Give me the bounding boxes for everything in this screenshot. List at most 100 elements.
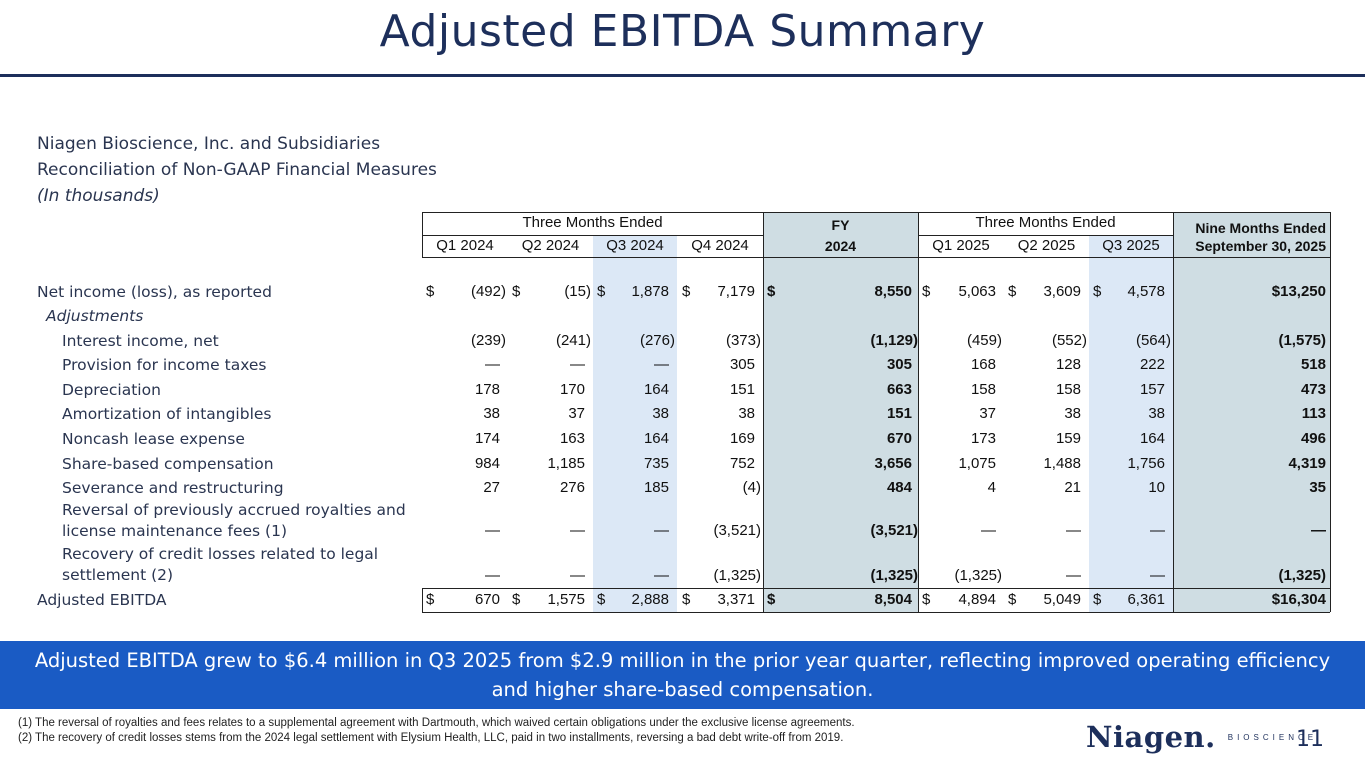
page-number: 11 bbox=[1296, 727, 1324, 752]
currency-symbol: $ bbox=[597, 283, 606, 300]
cell-severance-q3-2025: 10 bbox=[1148, 479, 1165, 496]
cell-amortization-q1-2024: 38 bbox=[483, 405, 500, 422]
currency-symbol: $ bbox=[426, 591, 435, 608]
cell-ebitda-q4-2024: 3,371 bbox=[717, 591, 755, 608]
company-name: Niagen Bioscience, Inc. and Subsidiaries bbox=[37, 134, 381, 154]
cell-ebitda-q1-2025: 4,894 bbox=[958, 591, 996, 608]
total-row-top-border bbox=[422, 588, 1330, 589]
currency-symbol: $ bbox=[682, 591, 691, 608]
header-fy-year: 2024 bbox=[824, 238, 857, 254]
header-top-border bbox=[422, 212, 1330, 213]
row-label-credit-loss-recovery: Recovery of credit losses related to leg… bbox=[62, 545, 379, 584]
row-label-severance: Severance and restructuring bbox=[62, 479, 284, 497]
total-row-left-border bbox=[422, 588, 423, 612]
col-header-q2-2025: Q2 2025 bbox=[1017, 237, 1076, 254]
cell-credit-q2-2024: — bbox=[570, 567, 585, 584]
row-label-amortization: Amortization of intangibles bbox=[62, 405, 272, 423]
cell-sbc-fy-2024: 3,656 bbox=[874, 455, 912, 472]
cell-depreciation-fy-2024: 663 bbox=[886, 381, 912, 398]
logo-subtitle: BIOSCIENCE bbox=[1227, 733, 1318, 742]
row-label-share-based-comp: Share-based compensation bbox=[62, 455, 274, 473]
cell-amortization-fy-2024: 151 bbox=[886, 405, 912, 422]
q3-2024-highlight bbox=[593, 235, 677, 612]
row-label-depreciation: Depreciation bbox=[62, 381, 161, 399]
cell-ebitda-q2-2025: 5,049 bbox=[1043, 591, 1081, 608]
cell-taxes-q3-2024: — bbox=[654, 356, 669, 373]
cell-credit-q3-2024: — bbox=[654, 567, 669, 584]
cell-sbc-q1-2024: 984 bbox=[474, 455, 500, 472]
cell-interest-q4-2024: (373) bbox=[725, 332, 761, 349]
cell-lease-q1-2024: 174 bbox=[474, 430, 500, 447]
cell-interest-q2-2024: (241) bbox=[555, 332, 591, 349]
cell-royalty-q3-2024: — bbox=[654, 522, 669, 539]
cell-sbc-q4-2024: 752 bbox=[729, 455, 755, 472]
header-fy: FY bbox=[831, 217, 850, 233]
title-divider bbox=[0, 74, 1365, 77]
col-header-q3-2025: Q3 2025 bbox=[1102, 237, 1160, 254]
cell-severance-q2-2024: 276 bbox=[559, 479, 585, 496]
cell-amortization-q3-2024: 38 bbox=[652, 405, 669, 422]
report-subtitle: Reconciliation of Non-GAAP Financial Mea… bbox=[37, 160, 437, 180]
cell-net-income-q1-2024: (492) bbox=[470, 283, 506, 300]
cell-taxes-q4-2024: 305 bbox=[729, 356, 755, 373]
niagen-logo: Niagen. BIOSCIENCE bbox=[1086, 720, 1317, 756]
q3-2025-highlight bbox=[1089, 235, 1173, 612]
cell-ebitda-fy-2024: 8,504 bbox=[874, 591, 912, 608]
cell-taxes-q2-2024: — bbox=[570, 356, 585, 373]
cell-net-income-q2-2025: 3,609 bbox=[1043, 283, 1081, 300]
currency-symbol: $ bbox=[1093, 283, 1102, 300]
row-label-royalty-reversal: Reversal of previously accrued royalties… bbox=[62, 501, 406, 540]
cell-credit-nine-months: (1,325) bbox=[1278, 567, 1326, 584]
cell-lease-nine-months: 496 bbox=[1300, 430, 1326, 447]
row-label-net-income: Net income (loss), as reported bbox=[37, 283, 272, 301]
header-nine-months: Nine Months Ended bbox=[1195, 220, 1326, 236]
cell-depreciation-q3-2025: 157 bbox=[1139, 381, 1165, 398]
cell-royalty-fy-2024: (3,521) bbox=[870, 522, 918, 539]
cell-depreciation-q1-2025: 158 bbox=[970, 381, 996, 398]
cell-depreciation-q2-2024: 170 bbox=[559, 381, 585, 398]
row-label-interest-income: Interest income, net bbox=[62, 332, 219, 350]
cell-amortization-q2-2025: 38 bbox=[1064, 405, 1081, 422]
logo-wordmark: Niagen. bbox=[1086, 720, 1216, 754]
row-label-adjustments: Adjustments bbox=[46, 307, 144, 325]
cell-severance-q1-2025: 4 bbox=[987, 479, 996, 496]
currency-symbol: $ bbox=[597, 591, 606, 608]
currency-symbol: $ bbox=[512, 591, 521, 608]
header-three-months-2025: Three Months Ended bbox=[975, 214, 1116, 231]
cell-sbc-q2-2025: 1,488 bbox=[1043, 455, 1081, 472]
cell-royalty-q4-2024: (3,521) bbox=[713, 522, 761, 539]
cell-sbc-q3-2024: 735 bbox=[643, 455, 669, 472]
cell-amortization-q1-2025: 37 bbox=[979, 405, 996, 422]
col-header-q2-2024: Q2 2024 bbox=[521, 237, 580, 254]
cell-royalty-q1-2025: — bbox=[981, 522, 996, 539]
cell-credit-q1-2024: — bbox=[485, 567, 500, 584]
cell-taxes-q1-2025: 168 bbox=[970, 356, 996, 373]
col-header-q4-2024: Q4 2024 bbox=[691, 237, 749, 254]
cell-royalty-q3-2025: — bbox=[1150, 522, 1165, 539]
cell-credit-q2-2025: — bbox=[1066, 567, 1081, 584]
cell-sbc-q1-2025: 1,075 bbox=[958, 455, 996, 472]
cell-depreciation-q3-2024: 164 bbox=[643, 381, 669, 398]
cell-interest-q3-2025: (564) bbox=[1135, 332, 1171, 349]
cell-amortization-nine-months: 113 bbox=[1301, 405, 1326, 422]
cell-net-income-q3-2024: 1,878 bbox=[631, 283, 669, 300]
cell-depreciation-q4-2024: 151 bbox=[729, 381, 755, 398]
cell-severance-q1-2024: 27 bbox=[483, 479, 500, 496]
cell-lease-fy-2024: 670 bbox=[886, 430, 912, 447]
summary-banner: Adjusted EBITDA grew to $6.4 million in … bbox=[0, 641, 1365, 709]
cell-depreciation-nine-months: 473 bbox=[1300, 381, 1326, 398]
row-label-noncash-lease: Noncash lease expense bbox=[62, 430, 245, 448]
fy-right-border bbox=[918, 212, 919, 612]
fy-2024-shading bbox=[763, 212, 918, 612]
header-mid-border-2025 bbox=[918, 235, 1173, 236]
cell-severance-q4-2024: (4) bbox=[742, 479, 761, 496]
page-title: Adjusted EBITDA Summary bbox=[379, 6, 986, 57]
cell-taxes-q2-2025: 128 bbox=[1055, 356, 1081, 373]
col-header-q3-2024: Q3 2024 bbox=[606, 237, 664, 254]
cell-severance-nine-months: 35 bbox=[1309, 479, 1326, 496]
table-right-border bbox=[1330, 212, 1331, 612]
header-three-months-2024: Three Months Ended bbox=[522, 214, 663, 231]
cell-credit-q3-2025: — bbox=[1150, 567, 1165, 584]
cell-ebitda-q3-2025: 6,361 bbox=[1127, 591, 1165, 608]
cell-lease-q3-2024: 164 bbox=[643, 430, 669, 447]
